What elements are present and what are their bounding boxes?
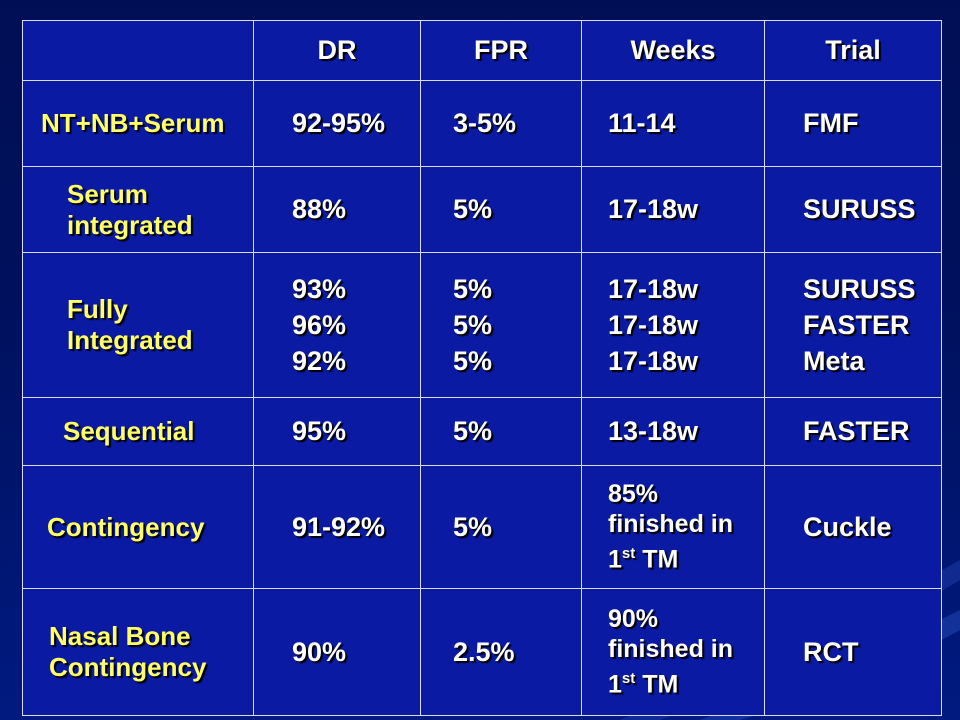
weeks-cell: 13-18w xyxy=(581,397,765,466)
dr-value: 92% xyxy=(292,346,347,376)
trial-cell: SURUSS FASTER Meta xyxy=(764,252,942,398)
fpr-value: 5% xyxy=(453,310,493,340)
row-label: Serum integrated xyxy=(22,166,254,253)
fpr-value: 5% xyxy=(453,346,493,376)
header-empty xyxy=(22,20,254,81)
fpr-cell: 5% 5% 5% xyxy=(420,252,582,398)
fpr-cell: 2.5% xyxy=(420,588,582,716)
trial-cell: RCT xyxy=(764,588,942,716)
row-label: NT+NB+Serum xyxy=(22,80,254,167)
dr-cell: 91-92% xyxy=(253,465,421,589)
header-trial: Trial xyxy=(764,20,942,81)
trial-value: Meta xyxy=(803,346,865,376)
table-row: NT+NB+Serum 92-95% 3-5% 11-14 FMF xyxy=(22,80,942,167)
dr-cell: 93% 96% 92% xyxy=(253,252,421,398)
weeks-value: 17-18w xyxy=(608,346,699,376)
weeks-cell: 85% finished in 1st TM xyxy=(581,465,765,589)
trial-value: FASTER xyxy=(803,310,910,340)
row-label: Fully Integrated xyxy=(22,252,254,398)
ordinal-suffix: st xyxy=(621,545,636,563)
trial-value: SURUSS xyxy=(803,274,916,304)
weeks-cell: 11-14 xyxy=(581,80,765,167)
weeks-value: 17-18w xyxy=(608,274,699,304)
table-row: Fully Integrated 93% 96% 92% 5% 5% 5% 17… xyxy=(22,252,942,398)
trial-cell: FASTER xyxy=(764,397,942,466)
table-row: Contingency 91-92% 5% 85% finished in 1s… xyxy=(22,465,942,589)
row-label: Contingency xyxy=(22,465,254,589)
row-label: Sequential xyxy=(22,397,254,466)
ordinal-suffix: st xyxy=(621,670,636,688)
dr-cell: 92-95% xyxy=(253,80,421,167)
table-row: Nasal Bone Contingency 90% 2.5% 90% fini… xyxy=(22,588,942,716)
weeks-text: 90% finished in 1 xyxy=(608,605,733,699)
dr-cell: 95% xyxy=(253,397,421,466)
table-row: Sequential 95% 5% 13-18w FASTER xyxy=(22,397,942,466)
header-row: DR FPR Weeks Trial xyxy=(22,20,942,81)
comparison-table: DR FPR Weeks Trial NT+NB+Serum 92-95% 3-… xyxy=(22,20,942,716)
table-row: Serum integrated 88% 5% 17-18w SURUSS xyxy=(22,166,942,253)
dr-value: 96% xyxy=(292,310,347,340)
weeks-tail: TM xyxy=(635,670,679,699)
trial-cell: Cuckle xyxy=(764,465,942,589)
header-dr: DR xyxy=(253,20,421,81)
row-label: Nasal Bone Contingency xyxy=(22,588,254,716)
dr-cell: 88% xyxy=(253,166,421,253)
weeks-tail: TM xyxy=(635,545,679,574)
row-label-text: NT+NB+Serum xyxy=(41,108,225,138)
row-label-text: Fully Integrated xyxy=(67,294,193,355)
trial-cell: FMF xyxy=(764,80,942,167)
weeks-cell: 90% finished in 1st TM xyxy=(581,588,765,716)
header-weeks: Weeks xyxy=(581,20,765,81)
row-label-text: Nasal Bone Contingency xyxy=(49,621,207,682)
dr-cell: 90% xyxy=(253,588,421,716)
header-fpr: FPR xyxy=(420,20,582,81)
fpr-cell: 5% xyxy=(420,465,582,589)
weeks-value: 17-18w xyxy=(608,310,699,340)
fpr-cell: 5% xyxy=(420,397,582,466)
fpr-cell: 5% xyxy=(420,166,582,253)
row-label-text: Serum integrated xyxy=(67,178,193,240)
fpr-cell: 3-5% xyxy=(420,80,582,167)
weeks-cell: 17-18w 17-18w 17-18w xyxy=(581,252,765,398)
weeks-cell: 17-18w xyxy=(581,166,765,253)
weeks-text: 85% finished in 1 xyxy=(608,480,733,574)
dr-value: 93% xyxy=(292,274,347,304)
trial-cell: SURUSS xyxy=(764,166,942,253)
fpr-value: 5% xyxy=(453,274,493,304)
